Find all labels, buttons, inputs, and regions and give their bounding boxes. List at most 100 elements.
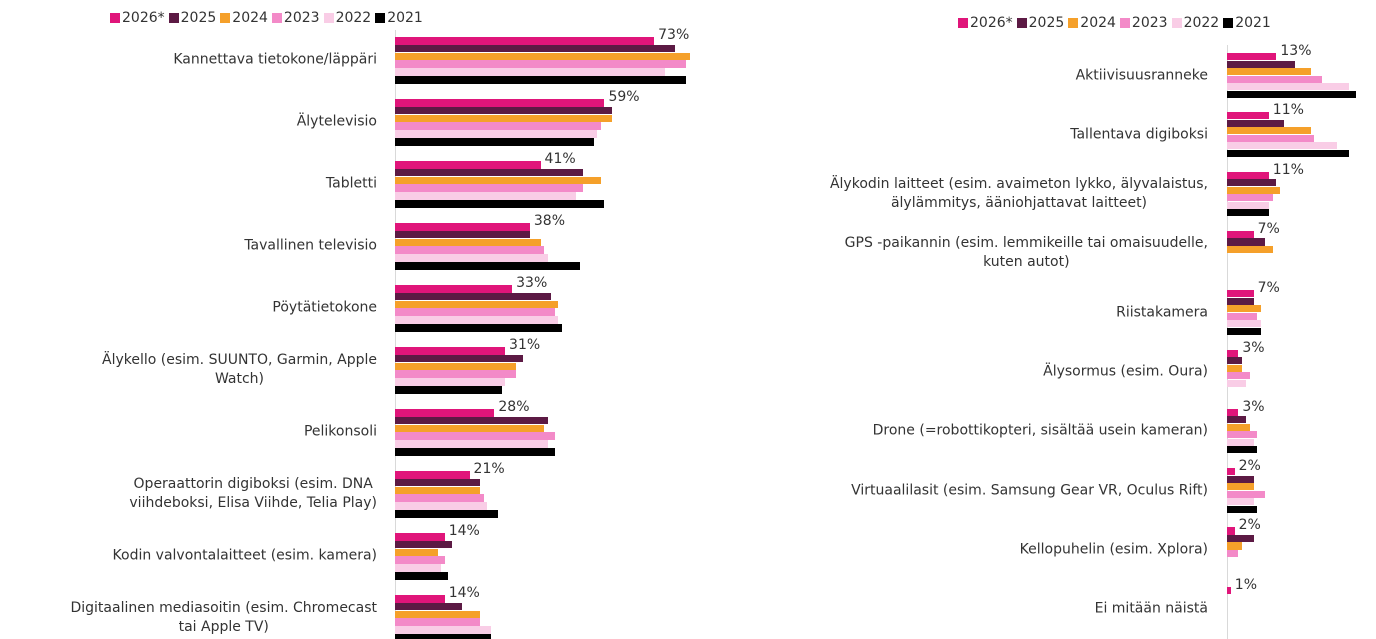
bar [395,168,584,177]
bar [1227,53,1277,61]
bar [1227,408,1239,416]
value-label: 7% [1257,280,1280,297]
bar [395,478,481,487]
legend-swatch [1119,18,1130,28]
legend-swatch [1171,18,1182,28]
value-label: 11% [1272,161,1304,178]
legend-label: 2023 [1131,15,1168,31]
bar [395,262,580,270]
bar [395,76,687,84]
legend-item: 2024 [1068,15,1116,31]
value-label: 59% [608,89,640,105]
bar [1227,209,1269,217]
bar [395,246,545,254]
bar [395,471,470,479]
category-label: Älytelevisio [296,113,377,130]
bar [1227,186,1281,194]
bar [1227,230,1254,239]
bar [395,354,523,363]
category-label: Kellopuhelin (esim. Xplora) [1019,541,1208,558]
bar [1227,483,1254,491]
bar [1227,171,1269,179]
bar [1227,416,1246,424]
bar [1227,423,1250,431]
category-label: Operaattorin digiboksi (esim. DNA viihde… [129,476,377,512]
value-label: 41% [544,151,576,167]
bar [1227,127,1311,135]
bar [1227,446,1258,454]
value-label: 31% [509,337,541,353]
legend-swatch [323,13,334,23]
category-label: Älykello (esim. SUUNTO, Garmin, Apple Wa… [102,352,377,388]
category-label: Kodin valvontalaitteet (esim. kamera) [112,547,377,564]
bar [1227,149,1349,157]
bar [1227,90,1357,98]
bar [395,138,594,146]
bar [395,184,584,192]
bar [395,300,559,309]
value-label: 7% [1257,220,1280,237]
bar [1227,75,1322,83]
bar [1227,238,1265,246]
axis-line [395,30,396,639]
bar [395,130,598,138]
bar [395,347,506,355]
category-label: Drone (=robottikopteri, sisältää usein k… [872,422,1208,439]
bar [1227,119,1284,127]
bar [1227,357,1243,365]
bar [395,161,541,169]
bar [1227,527,1235,535]
category-label: Tallentava digiboksi [1070,126,1208,143]
category-label: Tavallinen televisio [244,237,377,254]
value-label: 3% [1242,398,1265,415]
bar [395,292,552,301]
bar [395,122,601,130]
bar [395,52,690,61]
bar [395,324,562,332]
bar [395,626,491,634]
bar [1227,549,1239,558]
bar [1227,490,1265,498]
legend-swatch [110,13,120,23]
legend-label: 2021 [1235,15,1271,31]
bar [1227,379,1246,387]
bar [1227,468,1235,476]
bar [1227,60,1296,68]
bar [395,440,548,448]
category-label: Digitaalinen mediasoitin (esim. Chromeca… [70,600,377,636]
axis-line [1227,45,1228,639]
category-label: Tabletti [325,175,377,192]
bar [1227,505,1258,513]
legend-swatch [958,18,968,28]
bar [1227,349,1239,357]
value-label: 21% [473,461,505,477]
bar [1227,179,1277,187]
legend-item: 2026* [110,10,165,26]
legend-item: 2024 [220,10,268,26]
bar [395,618,481,626]
bar [395,68,665,76]
legend-item: 2023 [1119,15,1168,31]
value-label: 3% [1242,339,1265,356]
bar [395,176,601,185]
bar [1227,586,1231,594]
bar [395,556,445,564]
bar [1227,372,1250,380]
value-label: 28% [498,399,530,415]
bar [395,502,488,510]
bar [1227,201,1269,209]
bar [1227,134,1315,142]
bar [395,230,530,239]
bar [1227,112,1269,120]
bar [1227,312,1258,320]
bar [395,192,577,200]
bar [395,510,498,518]
legend-label: 2024 [232,10,268,26]
bar [395,238,541,247]
bar [1227,142,1338,150]
category-label: Älysormus (esim. Oura) [1043,363,1208,380]
bar [1227,305,1262,313]
legend-item: 2021 [375,10,423,26]
legend-label: 2026* [970,15,1013,31]
bar [1227,245,1273,254]
